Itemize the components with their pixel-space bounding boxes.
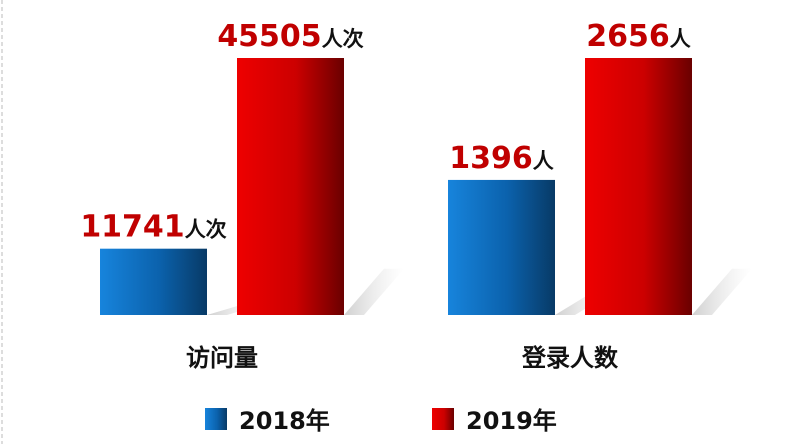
- category-label: 登录人数: [521, 344, 619, 372]
- value-label: 2656人: [586, 19, 691, 54]
- legend-label: 2018年: [239, 407, 330, 435]
- bar: [100, 248, 207, 315]
- legend-label: 2019年: [466, 407, 557, 435]
- value-label: 45505人次: [217, 19, 363, 54]
- legend-swatch: [432, 408, 454, 430]
- category-label: 访问量: [186, 344, 258, 372]
- bar: [237, 58, 344, 315]
- bar-shadow: [344, 268, 404, 315]
- bar: [585, 58, 692, 315]
- legend-swatch: [205, 408, 227, 430]
- bar: [448, 179, 555, 315]
- bar-shadow: [692, 268, 752, 315]
- value-label: 1396人: [449, 141, 554, 176]
- value-label: 11741人次: [80, 210, 226, 245]
